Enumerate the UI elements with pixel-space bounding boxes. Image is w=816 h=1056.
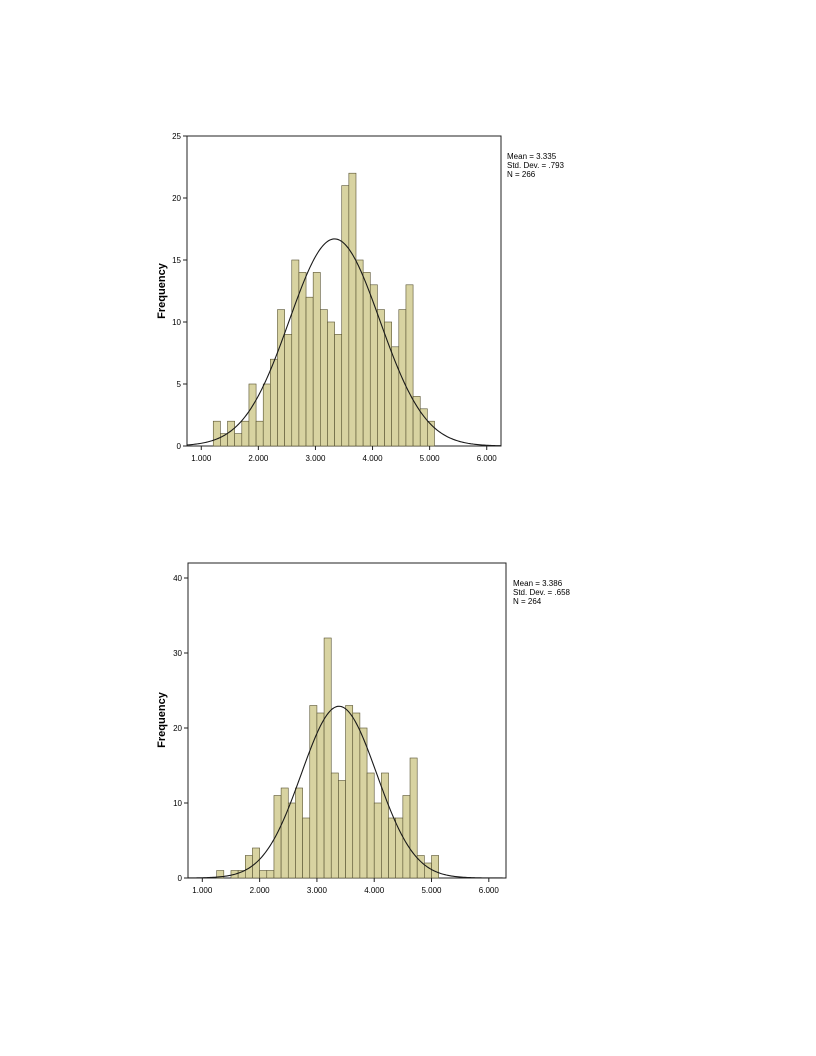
y-axis-label: Frequency	[156, 691, 168, 748]
histogram-bar	[270, 358, 278, 447]
stats-n: N = 264	[513, 597, 542, 606]
y-tick-label: 0	[178, 874, 183, 883]
histogram-bar	[323, 637, 332, 879]
x-tick-label: 1.000	[191, 454, 212, 463]
histogram-bar	[266, 870, 275, 879]
stats-legend: Mean = 3.386 Std. Dev. = .658 N = 264	[513, 579, 571, 606]
x-axis: 1.000 2.000 3.000 4.000 5.000 6.000	[191, 446, 497, 463]
histogram-bar	[277, 309, 285, 447]
histogram-bar	[330, 772, 339, 879]
histogram-bar	[262, 383, 271, 447]
x-tick-label: 2.000	[250, 886, 271, 895]
y-tick-label: 20	[173, 724, 182, 733]
y-axis-label: Frequency	[156, 262, 168, 319]
bars	[216, 637, 439, 879]
stats-std-dev: Std. Dev. = .658	[513, 588, 571, 597]
histogram-bar	[388, 817, 397, 879]
histogram-bar	[384, 321, 392, 447]
histogram-bar	[366, 772, 375, 879]
histogram-bar	[427, 420, 435, 447]
histogram-bar	[395, 817, 404, 879]
y-tick-label: 40	[173, 574, 182, 583]
normal-curve	[186, 238, 502, 447]
histogram-bar	[227, 420, 235, 447]
histogram-bar	[291, 259, 300, 447]
histogram-bar	[345, 705, 354, 879]
y-tick-label: 15	[172, 256, 181, 265]
y-tick-label: 30	[173, 649, 182, 658]
histogram-bar	[312, 272, 321, 447]
histogram-bar	[216, 870, 225, 879]
histogram-bar	[334, 334, 343, 447]
x-tick-label: 4.000	[364, 886, 385, 895]
x-tick-label: 6.000	[477, 454, 498, 463]
histogram-bar	[348, 172, 357, 447]
y-tick-label: 25	[172, 132, 181, 141]
histogram-bar	[320, 309, 328, 447]
histogram-bar	[309, 705, 318, 879]
histogram-bar	[419, 408, 428, 447]
x-tick-label: 5.000	[421, 886, 442, 895]
histogram-bar	[316, 712, 325, 879]
histogram-bar	[255, 420, 264, 447]
histogram-2: Frequency Mean = 3.386 Std. Dev. = .658 …	[156, 562, 571, 895]
y-tick-label: 10	[172, 318, 181, 327]
x-tick-label: 5.000	[420, 454, 441, 463]
histogram-bar	[259, 870, 268, 879]
histogram-bar	[287, 802, 296, 879]
histogram-bar	[431, 855, 439, 879]
y-tick-label: 0	[177, 442, 182, 451]
histogram-bar	[402, 795, 411, 879]
histogram-bar	[248, 383, 257, 447]
stats-legend: Mean = 3.335 Std. Dev. = .793 N = 266	[507, 152, 565, 179]
histogram-bar	[295, 787, 303, 879]
stats-mean: Mean = 3.335	[507, 152, 557, 161]
y-tick-label: 5	[177, 380, 182, 389]
y-tick-label: 10	[173, 799, 182, 808]
x-tick-label: 4.000	[363, 454, 384, 463]
histogram-bar	[359, 727, 368, 879]
histogram-bar	[341, 185, 350, 447]
histogram-bar	[280, 787, 289, 879]
histogram-bar	[409, 757, 418, 879]
histogram-bar	[298, 272, 307, 447]
x-tick-label: 2.000	[248, 454, 269, 463]
histogram-bar	[338, 780, 346, 879]
histogram-bar	[302, 817, 311, 879]
x-tick-label: 1.000	[192, 886, 213, 895]
histogram-bar	[234, 433, 243, 447]
y-axis: 0 10 20 30 40	[173, 574, 188, 883]
x-tick-label: 3.000	[305, 454, 326, 463]
histogram-bar	[212, 420, 221, 447]
stats-n: N = 266	[507, 170, 536, 179]
stats-std-dev: Std. Dev. = .793	[507, 161, 565, 170]
histogram-bar	[241, 420, 250, 447]
histogram-bar	[352, 712, 361, 879]
bars	[212, 172, 435, 447]
y-tick-label: 20	[172, 194, 181, 203]
histogram-bar	[405, 284, 414, 447]
x-tick-label: 3.000	[307, 886, 328, 895]
histogram-1: Frequency Mean = 3.335 Std. Dev. = .793 …	[156, 132, 565, 463]
normal-curve	[188, 705, 506, 879]
histogram-bar	[305, 296, 314, 447]
histogram-bar	[412, 396, 421, 447]
histogram-bar	[284, 334, 293, 447]
x-axis: 1.000 2.000 3.000 4.000 5.000 6.000	[192, 878, 499, 895]
x-tick-label: 6.000	[479, 886, 500, 895]
stats-mean: Mean = 3.386	[513, 579, 563, 588]
histogram-bar	[355, 259, 364, 447]
histogram-bar	[373, 802, 382, 879]
histogram-bar	[369, 284, 378, 447]
histogram-bar	[327, 321, 335, 447]
histogram-bar	[362, 272, 371, 447]
y-axis: 0 5 10 15 20 25	[172, 132, 187, 451]
